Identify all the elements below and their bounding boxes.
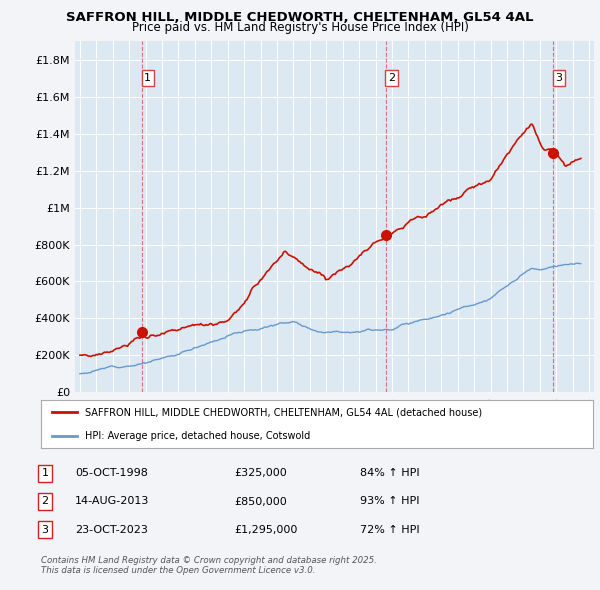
Text: 3: 3	[41, 525, 49, 535]
Text: 2: 2	[388, 73, 395, 83]
Text: 1: 1	[145, 73, 151, 83]
Text: Price paid vs. HM Land Registry's House Price Index (HPI): Price paid vs. HM Land Registry's House …	[131, 21, 469, 34]
Text: SAFFRON HILL, MIDDLE CHEDWORTH, CHELTENHAM, GL54 4AL (detached house): SAFFRON HILL, MIDDLE CHEDWORTH, CHELTENH…	[85, 407, 482, 417]
Text: SAFFRON HILL, MIDDLE CHEDWORTH, CHELTENHAM, GL54 4AL: SAFFRON HILL, MIDDLE CHEDWORTH, CHELTENH…	[66, 11, 534, 24]
Text: £325,000: £325,000	[234, 468, 287, 478]
Text: 2: 2	[41, 497, 49, 506]
Text: 3: 3	[556, 73, 563, 83]
Text: 72% ↑ HPI: 72% ↑ HPI	[360, 525, 419, 535]
Text: £850,000: £850,000	[234, 497, 287, 506]
Text: HPI: Average price, detached house, Cotswold: HPI: Average price, detached house, Cots…	[85, 431, 310, 441]
Text: 1: 1	[41, 468, 49, 478]
Text: 23-OCT-2023: 23-OCT-2023	[75, 525, 148, 535]
Text: 93% ↑ HPI: 93% ↑ HPI	[360, 497, 419, 506]
Text: Contains HM Land Registry data © Crown copyright and database right 2025.: Contains HM Land Registry data © Crown c…	[41, 556, 377, 565]
Text: This data is licensed under the Open Government Licence v3.0.: This data is licensed under the Open Gov…	[41, 566, 316, 575]
Text: 05-OCT-1998: 05-OCT-1998	[75, 468, 148, 478]
Text: 14-AUG-2013: 14-AUG-2013	[75, 497, 149, 506]
Text: £1,295,000: £1,295,000	[234, 525, 298, 535]
Text: 84% ↑ HPI: 84% ↑ HPI	[360, 468, 419, 478]
